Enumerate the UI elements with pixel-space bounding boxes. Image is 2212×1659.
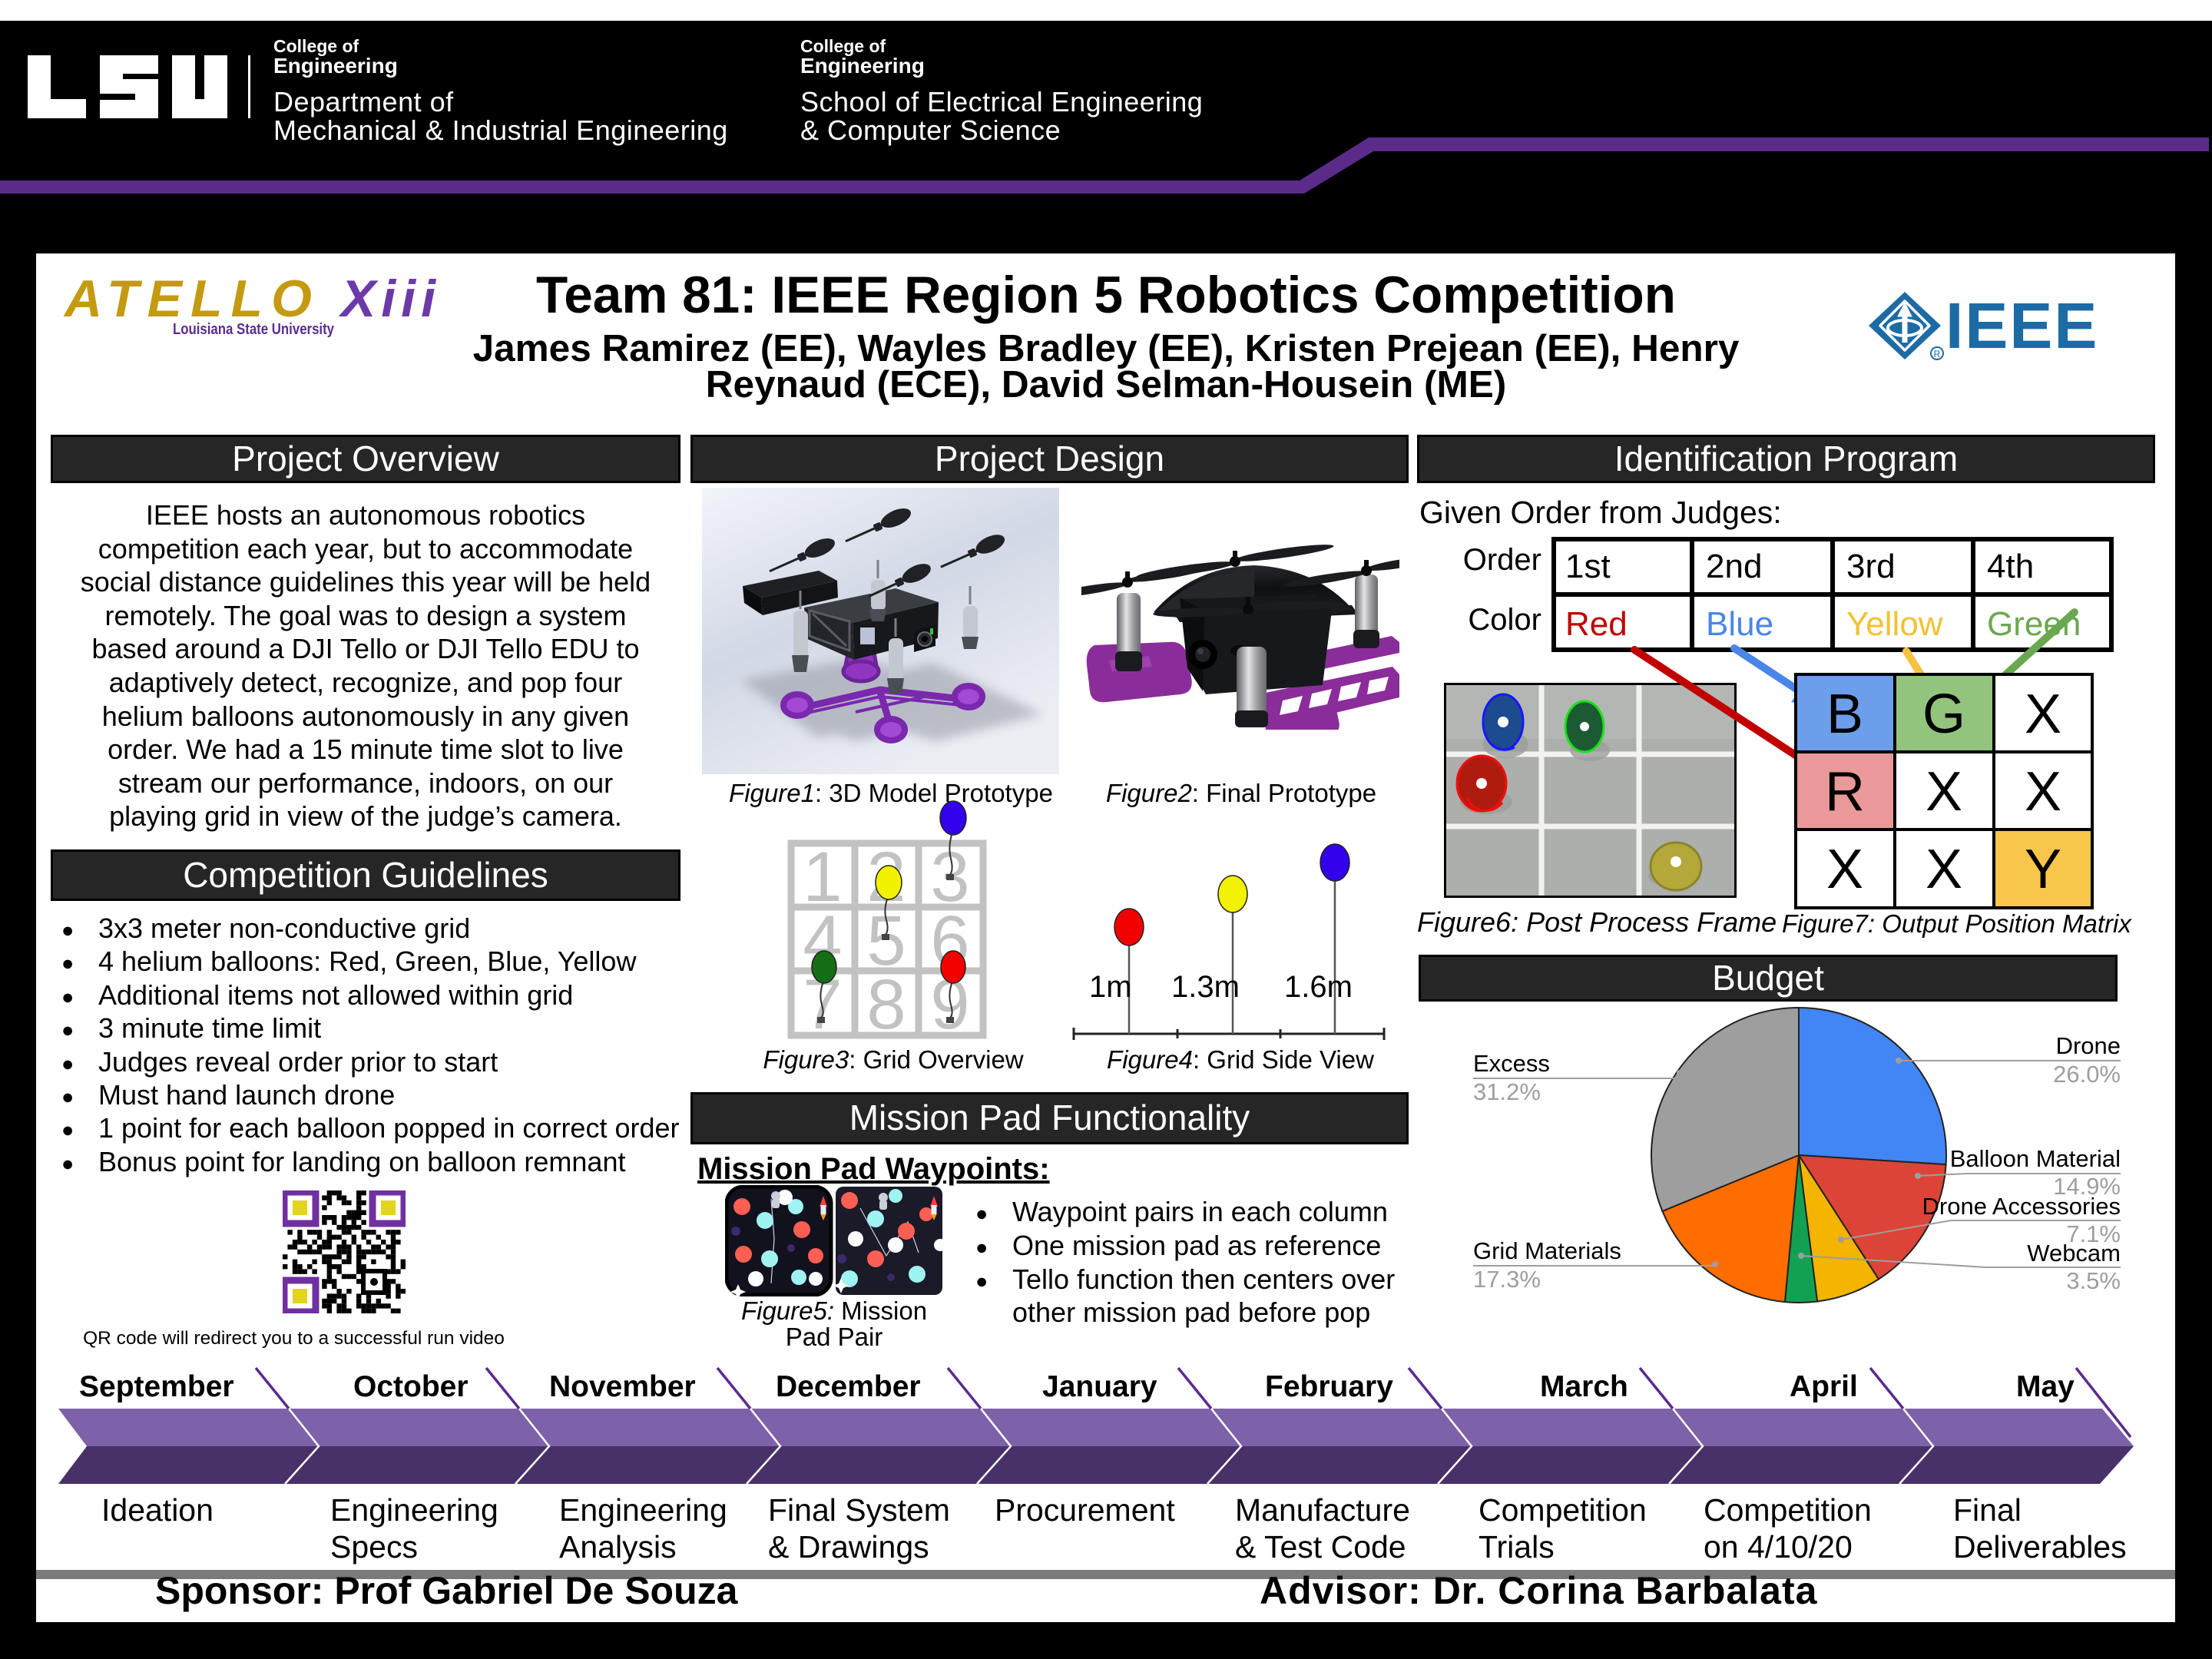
svg-text:Blue: Blue: [1706, 605, 1773, 643]
svg-text:17.3%: 17.3%: [1473, 1266, 1541, 1293]
svg-text:26.0%: 26.0%: [2053, 1061, 2121, 1088]
svg-text:X: X: [2025, 684, 2061, 745]
svg-text:3rd: 3rd: [1846, 548, 1896, 585]
svg-text:Yellow: Yellow: [1846, 605, 1943, 643]
svg-text:R: R: [1825, 761, 1865, 823]
svg-text:X: X: [1826, 839, 1863, 900]
svg-text:Balloon Material: Balloon Material: [1950, 1145, 2121, 1172]
svg-text:7.1%: 7.1%: [2066, 1220, 2121, 1247]
svg-text:1st: 1st: [1565, 548, 1611, 585]
svg-text:Drone Accessories: Drone Accessories: [1922, 1193, 2121, 1220]
svg-text:X: X: [1926, 761, 1962, 823]
svg-text:Webcam: Webcam: [2027, 1240, 2121, 1267]
svg-text:Excess: Excess: [1473, 1050, 1550, 1077]
svg-text:R: R: [1934, 349, 1941, 359]
svg-text:3.5%: 3.5%: [2066, 1267, 2121, 1294]
svg-text:1.6m: 1.6m: [1284, 970, 1353, 1004]
svg-text:Red: Red: [1565, 605, 1628, 643]
svg-text:2nd: 2nd: [1706, 548, 1762, 585]
svg-text:B: B: [1826, 684, 1863, 745]
svg-text:X: X: [2025, 761, 2061, 823]
svg-text:4th: 4th: [1987, 548, 2034, 585]
svg-text:G: G: [1922, 684, 1965, 745]
svg-text:Drone: Drone: [2056, 1032, 2121, 1059]
svg-text:IEEE: IEEE: [1945, 292, 2098, 362]
svg-text:8: 8: [866, 965, 906, 1044]
svg-text:1m: 1m: [1089, 970, 1132, 1004]
svg-text:1.3m: 1.3m: [1171, 970, 1240, 1004]
svg-text:Y: Y: [2025, 839, 2061, 900]
svg-text:1: 1: [803, 838, 842, 916]
svg-text:5: 5: [866, 902, 906, 980]
svg-text:X: X: [1926, 839, 1962, 900]
svg-text:Grid Materials: Grid Materials: [1473, 1237, 1621, 1264]
svg-text:31.2%: 31.2%: [1473, 1078, 1541, 1105]
svg-text:14.9%: 14.9%: [2053, 1173, 2121, 1200]
